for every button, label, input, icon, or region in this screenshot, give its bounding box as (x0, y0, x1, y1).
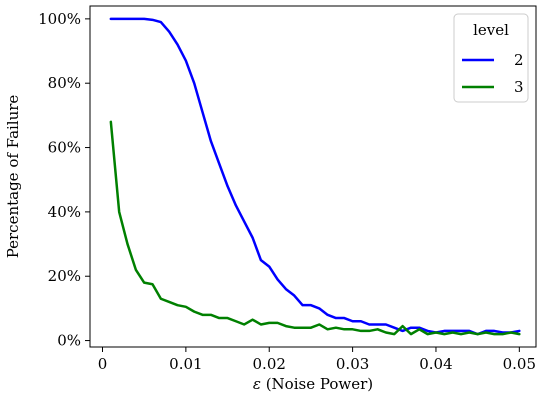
y-axis-title: Percentage of Failure (4, 95, 22, 259)
series-line-2 (109, 17, 521, 336)
x-tick-label: 0.02 (253, 355, 286, 373)
y-tick-label: 0% (57, 332, 81, 350)
x-tick-label: 0.04 (419, 355, 452, 373)
x-tick-label: 0.05 (503, 355, 536, 373)
x-tick-label: 0.03 (336, 355, 369, 373)
x-axis-title-symbol: ε (253, 375, 261, 393)
x-tick-label: 0 (98, 355, 108, 373)
legend-label-3: 3 (514, 78, 524, 96)
legend-box (453, 13, 529, 103)
x-axis-title: ε (Noise Power) (253, 375, 373, 393)
legend-items: 23 (462, 51, 524, 96)
x-tick-label: 0.01 (169, 355, 202, 373)
legend-label-2: 2 (514, 51, 524, 69)
y-tick-label: 40% (48, 203, 81, 221)
y-axis: 0% 20% 40% 60% 80% 100% (38, 10, 90, 350)
y-tick-label: 100% (38, 10, 81, 28)
plot-layer (109, 17, 521, 336)
x-axis: 0 0.01 0.02 0.03 0.04 0.05 (98, 347, 536, 373)
plot-frame (89, 5, 537, 348)
y-tick-label: 60% (48, 139, 81, 157)
y-tick-label: 80% (48, 74, 81, 92)
x-axis-title-text: (Noise Power) (261, 375, 373, 393)
y-tick-label: 20% (48, 267, 81, 285)
series-line-3 (109, 120, 521, 336)
legend-title: level (473, 21, 509, 39)
legend: level 23 (453, 13, 529, 103)
